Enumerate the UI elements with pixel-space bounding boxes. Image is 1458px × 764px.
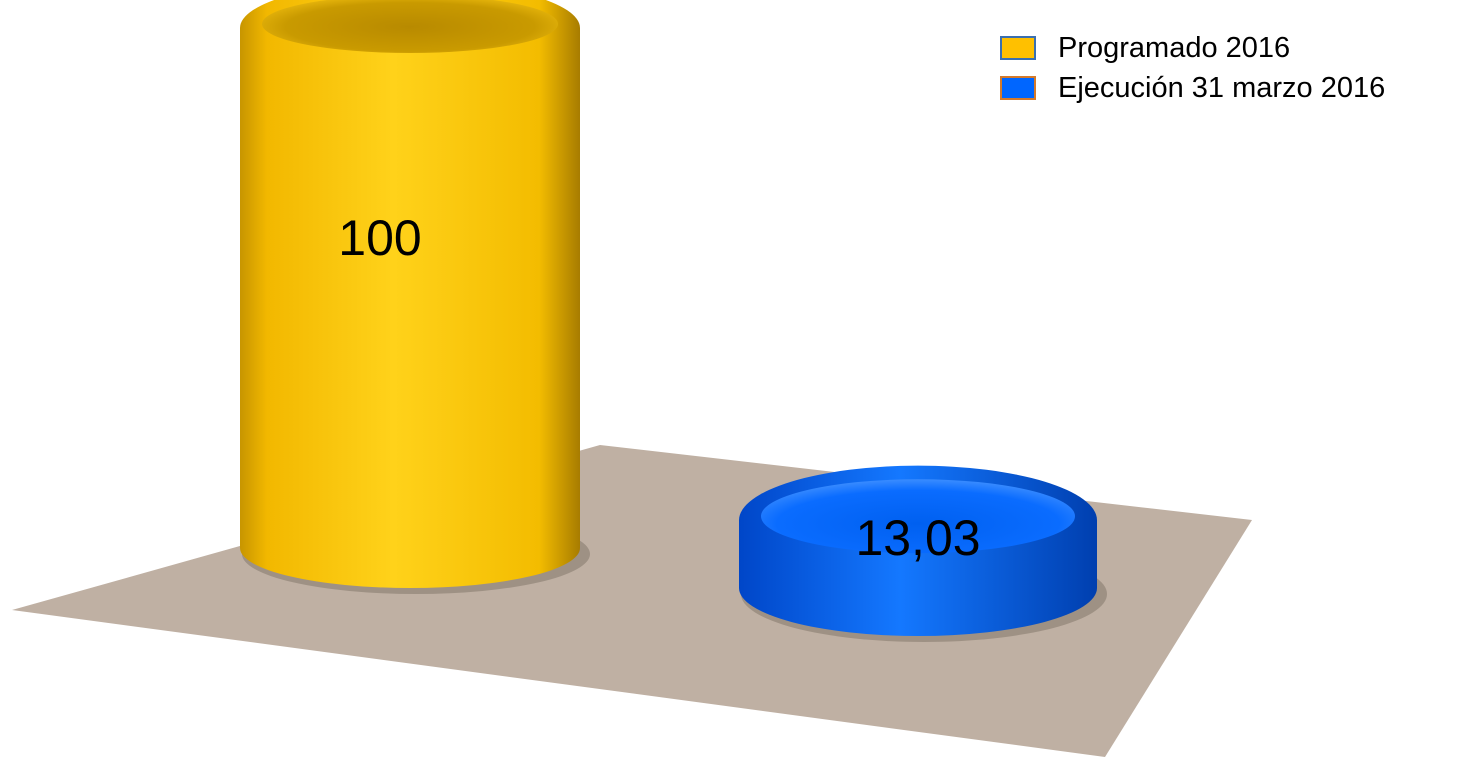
legend-swatch-ejecucion: [1000, 76, 1036, 100]
data-label-ejecucion: 13,03: [855, 510, 980, 566]
legend: Programado 2016 Ejecución 31 marzo 2016: [1000, 28, 1385, 108]
legend-swatch-programado: [1000, 36, 1036, 60]
data-label-programado: 100: [338, 210, 421, 266]
bar-programado: [240, 0, 590, 594]
bar-programado-body: [240, 28, 580, 588]
legend-item-programado: Programado 2016: [1000, 28, 1385, 68]
legend-item-ejecucion: Ejecución 31 marzo 2016: [1000, 68, 1385, 108]
legend-label-programado: Programado 2016: [1058, 32, 1290, 65]
legend-label-ejecucion: Ejecución 31 marzo 2016: [1058, 72, 1385, 105]
